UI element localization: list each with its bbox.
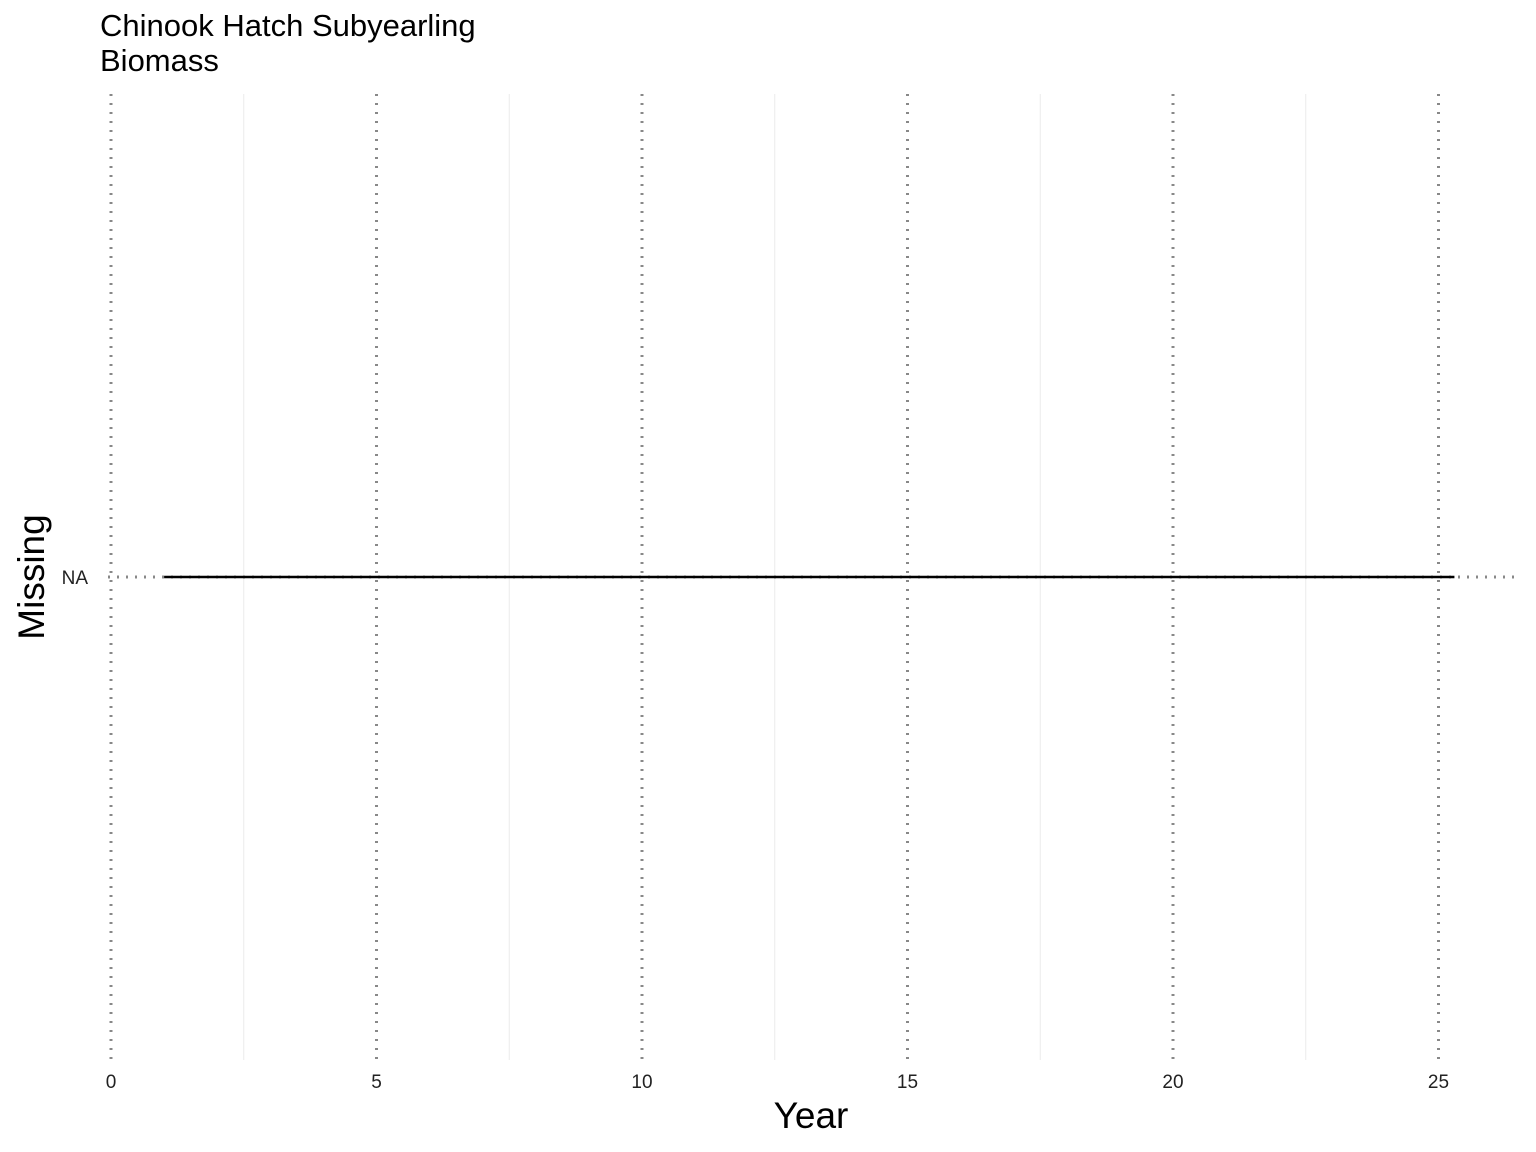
x-tick-label: 0: [106, 1072, 117, 1093]
x-tick-labels: 0 5 10 15 20 25: [106, 1072, 1449, 1093]
y-axis-title: Missing: [11, 514, 52, 639]
x-tick-label: 5: [371, 1072, 382, 1093]
y-tick-label: NA: [62, 568, 89, 589]
x-tick-label: 20: [1162, 1072, 1183, 1093]
x-tick-label: 10: [631, 1072, 652, 1093]
chart-title: Chinook Hatch Subyearling Biomass: [100, 8, 476, 78]
x-axis-title: Year: [774, 1095, 849, 1136]
x-tick-label: 25: [1428, 1072, 1449, 1093]
x-tick-label: 15: [897, 1072, 918, 1093]
y-tick-labels: NA: [62, 568, 89, 589]
